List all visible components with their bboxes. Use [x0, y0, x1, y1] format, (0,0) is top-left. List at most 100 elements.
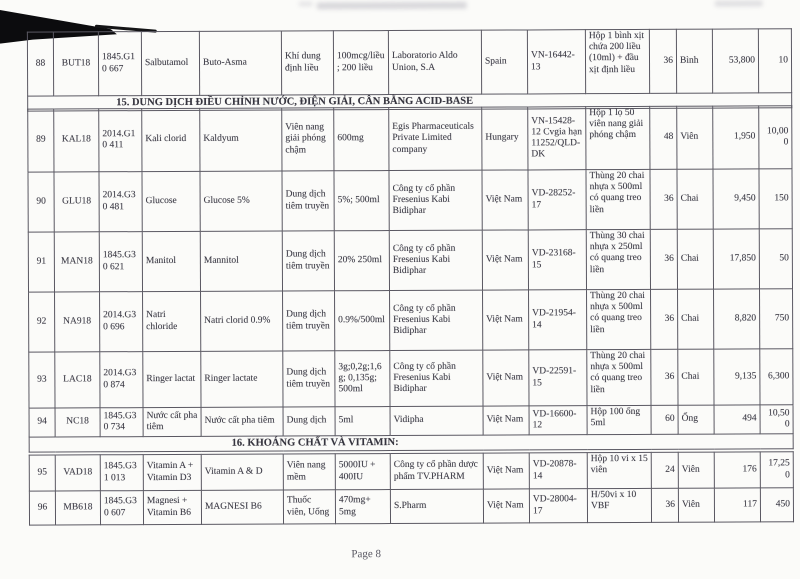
table-cell: H/50vi x 10 VBF [587, 488, 652, 523]
table-row: 90 GLU18 2014.G30 481 Glucose Glucose 5% Dung… [27, 168, 793, 233]
table-cell: 50 [759, 228, 793, 289]
page-footer: Page 8 [1, 546, 800, 561]
table-cell: 2014.G10 411 [98, 108, 142, 172]
table-cell: 750 [759, 288, 793, 349]
table-cell: 100mcg/liều; 200 liều [333, 30, 389, 95]
table-cell: Bình [676, 29, 713, 94]
table-cell: Nước cất pha tiêm [201, 407, 284, 437]
table-cell: 1845.G30 621 [99, 231, 143, 292]
table-cell: 48 [649, 106, 677, 170]
table-cell: 95 [29, 455, 56, 492]
table-cell: 17,250 [760, 451, 794, 488]
table-cell: 176 [714, 451, 761, 489]
table-cell: MAGNESI B6 [201, 490, 284, 525]
table-cell: Ống [678, 405, 715, 435]
table-cell: 2014.G30 874 [99, 351, 144, 408]
table-cell: Viên nang giải phóng chậm [281, 107, 334, 172]
table-cell: 2014.G30 696 [99, 291, 143, 352]
table-row: 89 KAL18 2014.G10 411 Kali clorid Kaldyum Viê… [27, 105, 792, 173]
table-cell: VD-28004-17 [529, 488, 588, 523]
drug-table-block-1: 88 BUT18 1845.G10 667 Salbutamol Buto-Asma Kh… [26, 28, 793, 112]
table-cell: Mannitol [200, 231, 283, 292]
table-cell: 0.9%/500ml [334, 290, 390, 351]
table-cell: 3g;0,2g;1,6g; 0,135g; 500ml [334, 350, 391, 407]
table-cell: 10,000 [758, 105, 792, 169]
table-cell: Magnesi + Vitamin B6 [143, 490, 202, 525]
table-cell: 6,300 [759, 348, 794, 405]
bleed-through-smudge [714, 0, 763, 7]
table-cell: 450 [760, 487, 794, 522]
table-cell: VD-23168-15 [528, 229, 587, 290]
table-cell: Ringer lactate [200, 351, 284, 408]
table-cell: Dung dịch tiêm truyền [282, 290, 335, 352]
table-cell: VD-28252-17 [527, 169, 587, 230]
table-cell: Việt Nam [482, 289, 529, 351]
table-rows: 89 KAL18 2014.G10 411 Kali clorid Kaldyum Viê… [27, 105, 794, 438]
table-cell: NA918 [54, 291, 100, 353]
table-cell: VAD18 [55, 454, 101, 492]
table-cell: Thùng 30 chai nhựa x 250ml có quang treo… [586, 229, 651, 290]
table-cell: 36 [649, 169, 678, 230]
table-cell: MB618 [55, 490, 101, 526]
table-cell: Hộp 10 vi x 15 viên [587, 452, 652, 489]
table-cell: Buto-Asma [199, 31, 282, 96]
table-cell: S.Pharm [390, 489, 484, 524]
table-cell: Hộp 1 bình xịt chứa 200 liều (10ml) + đầ… [585, 29, 650, 94]
table-cell: Viên [676, 106, 713, 170]
table-cell: Viên [678, 452, 715, 489]
table-cell: 8,820 [713, 288, 760, 350]
table-cell: 470mg+ 5mg [335, 489, 391, 524]
table-cell: 36 [649, 29, 677, 94]
table-cell: 117 [714, 487, 761, 523]
table-cell: 1845.G31 013 [100, 454, 144, 491]
table-cell: KAL18 [53, 108, 99, 173]
table-cell: 36 [650, 289, 678, 350]
table-cell: Glucose 5% [199, 171, 283, 232]
table-row: 94 NC18 1845.G30 734 Nước cất pha tiêm Nước … [29, 404, 794, 438]
table-cell: 53,800 [712, 28, 759, 94]
table-cell: GLU18 [53, 171, 100, 233]
table-cell: Thùng 20 chai nhựa x 500ml có quang treo… [585, 169, 651, 230]
table-cell: 17,850 [713, 228, 760, 290]
table-cell: Dung dịch [283, 406, 336, 437]
table-cell: 1845.G30 734 [100, 407, 144, 437]
bleed-through-smudge [316, 1, 467, 10]
table-cell: 88 [27, 32, 54, 97]
table-cell: 9,450 [712, 168, 760, 230]
table-cell: Egis Pharmaceuticals Private Limited com… [388, 107, 482, 171]
table-cell: 20% 250ml [334, 230, 390, 291]
table-cell: Manitol [142, 231, 201, 292]
table-cell: 36 [650, 349, 679, 406]
table-rows: 95 VAD18 1845.G31 013 Vitamin A + Vitamin D… [29, 451, 794, 526]
table-cell: 494 [714, 404, 761, 435]
table-cell: 93 [28, 352, 56, 409]
table-cell: Chai [677, 349, 715, 406]
table-cell: 91 [28, 232, 55, 293]
table-cell: Chai [677, 289, 714, 350]
table-row: 92 NA918 2014.G30 696 Natri chloride Natri c… [28, 288, 793, 353]
section-16-header-row: 16. KHOÁNG CHẤT VÀ VITAMIN: [29, 433, 794, 453]
table-cell: VD-21954-14 [528, 289, 587, 350]
table-cell: 5%; 500ml [333, 170, 390, 231]
table-cell: Khí dung định liều [281, 30, 334, 96]
table-cell: VD-16600-12 [529, 405, 588, 435]
table-cell: Chai [677, 229, 714, 290]
table-cell: Viên [678, 488, 715, 523]
table-cell: LAC18 [54, 351, 101, 409]
table-row: 96 MB618 1845.G30 607 Magnesi + Vitamin B6 M… [29, 487, 794, 526]
table-cell: Vitamin A & D [201, 454, 284, 491]
table-rows: 88 BUT18 1845.G10 667 Salbutamol Buto-Asma Kh… [27, 28, 792, 97]
table-cell: 1,950 [712, 105, 759, 170]
table-cell: Công ty cổ phần Fresenius Kabi Bidiphar [389, 230, 483, 291]
table-cell: 96 [29, 491, 56, 526]
table-cell: Kaldyum [199, 108, 282, 172]
drug-table-block-3: 95 VAD18 1845.G31 013 Vitamin A + Vitamin D… [28, 451, 795, 526]
table-row: 95 VAD18 1845.G31 013 Vitamin A + Vitamin D… [29, 451, 794, 492]
page-number-label: Page 8 [351, 548, 381, 561]
table-cell: NC18 [55, 407, 101, 438]
table-cell: Công ty cổ phần dược phẩm TV.PHARM [390, 453, 484, 490]
table-cell: Việt Nam [481, 169, 529, 231]
table-cell: Laboratorio Aldo Union, S.A [388, 30, 482, 95]
table-cell: Vidipha [390, 406, 484, 436]
